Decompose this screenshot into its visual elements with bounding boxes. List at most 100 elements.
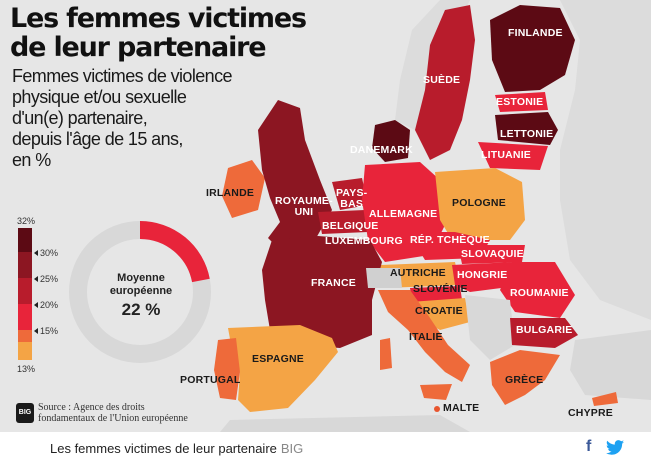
portugal-shape xyxy=(214,338,240,400)
legend-tick-20: 20% xyxy=(40,300,59,310)
sicily-shape xyxy=(420,384,452,400)
label-estonie: ESTONIE xyxy=(496,96,544,108)
france-shape xyxy=(262,236,382,348)
slovakia-shape xyxy=(458,245,525,264)
facebook-icon-glyph: f xyxy=(586,438,592,455)
legend-swatch-4 xyxy=(18,304,32,330)
label-belgique: BELGIQUE xyxy=(322,220,379,232)
label-allemagne: ALLEMAGNE xyxy=(369,208,438,220)
malta-dot xyxy=(434,406,440,412)
label-hongrie: HONGRIE xyxy=(457,269,508,281)
africa-region xyxy=(220,415,470,432)
estonia-shape xyxy=(495,92,548,112)
subtitle-line-3: d'un(e) partenaire, xyxy=(12,108,148,128)
latvia-shape xyxy=(495,112,558,145)
label-france: FRANCE xyxy=(311,277,356,289)
label-pays-bas: PAYS- BAS xyxy=(336,188,367,210)
uk-shape xyxy=(258,100,332,250)
denmark-shape xyxy=(372,120,410,162)
source-line-2: fondamentaux de l'Union européenne xyxy=(38,413,188,424)
label-portugal: PORTUGAL xyxy=(180,374,241,386)
greece-shape xyxy=(490,350,560,405)
label-slovenie: SLOVÉNIE xyxy=(413,283,468,295)
donut-label-line-1: Moyenne xyxy=(117,272,165,284)
label-bulgarie: BULGARIE xyxy=(516,324,573,336)
turkey-region xyxy=(570,330,651,400)
legend-tick-arrow xyxy=(34,302,38,308)
switzerland-region xyxy=(366,268,402,288)
caption-brand: BIG xyxy=(280,441,304,456)
label-lituanie: LITUANIE xyxy=(481,149,532,161)
romania-shape xyxy=(500,262,575,318)
balkans-region xyxy=(465,295,515,360)
ireland-shape xyxy=(222,160,265,218)
label-malte: MALTE xyxy=(443,402,480,414)
label-autriche: AUTRICHE xyxy=(390,267,446,279)
legend-tick-arrow xyxy=(34,250,38,256)
donut-fill xyxy=(69,221,211,363)
label-pologne: POLOGNE xyxy=(452,197,506,209)
caption: Les femmes victimes de leur partenaire BI… xyxy=(50,441,303,456)
label-grece: GRÈCE xyxy=(505,374,544,386)
map-svg xyxy=(69,5,651,432)
label-lettonie: LETTONIE xyxy=(500,128,554,140)
title-line-1: Les femmes victimes xyxy=(10,3,307,34)
label-espagne: ESPAGNE xyxy=(252,353,304,365)
caption-text: Les femmes victimes de leur partenaire xyxy=(50,441,277,456)
cyprus-shape xyxy=(592,392,618,406)
slovenia-shape xyxy=(410,286,462,302)
label-suede: SUÈDE xyxy=(423,74,461,86)
label-italie: ITALIE xyxy=(409,331,443,343)
legend-tick-25: 25% xyxy=(40,274,59,284)
legend-swatch-3 xyxy=(18,278,32,304)
sweden-shape xyxy=(415,5,475,160)
italy-shape xyxy=(378,290,470,382)
donut-center-text: Moyenne européenne 22 % xyxy=(96,272,186,320)
label-pays-bas-line-1: PAYS- xyxy=(336,187,368,199)
source-line-1: Source : Agence des droits xyxy=(38,402,145,413)
legend-tick-30: 30% xyxy=(40,248,59,258)
subtitle: Femmes victimes de violence physique et/… xyxy=(12,66,252,171)
source: Source : Agence des droits fondamentaux … xyxy=(38,402,188,424)
legend-tick-arrow xyxy=(34,328,38,334)
legend-swatch-1 xyxy=(18,228,32,252)
netherlands-shape xyxy=(332,178,368,210)
lithuania-shape xyxy=(478,142,548,170)
twitter-icon[interactable] xyxy=(606,440,624,460)
spain-shape xyxy=(228,325,338,412)
belgium-shape xyxy=(318,210,368,234)
label-slovaquie: SLOVAQUIE xyxy=(461,248,524,260)
legend-swatch-5 xyxy=(18,330,32,360)
facebook-icon[interactable]: f xyxy=(586,438,591,456)
poland-shape xyxy=(435,168,525,240)
legend-swatch-2 xyxy=(18,252,32,278)
label-luxembourg: LUXEMBOURG xyxy=(325,235,403,247)
label-finlande: FINLANDE xyxy=(508,27,563,39)
label-danemark: DANEMARK xyxy=(350,144,413,156)
label-pays-bas-line-2: BAS xyxy=(340,198,364,210)
subtitle-line-5: en % xyxy=(12,150,51,170)
label-rep-tcheque: RÉP. TCHÈQUE xyxy=(410,234,490,246)
donut-label-line-2: européenne xyxy=(109,285,173,297)
croatia-shape xyxy=(410,298,470,330)
finland-shape xyxy=(490,5,575,92)
europe-map: Les femmes victimes de leur partenaire F… xyxy=(0,0,651,432)
legend-max: 32% xyxy=(17,216,36,226)
subtitle-line-4: depuis l'âge de 15 ans, xyxy=(12,129,183,149)
label-croatie: CROATIE xyxy=(415,305,463,317)
label-irlande: IRLANDE xyxy=(206,187,255,199)
big-logo: BIG xyxy=(16,403,34,423)
bulgaria-shape xyxy=(510,318,578,348)
sardinia-shape xyxy=(380,338,392,370)
title-line-2: de leur partenaire xyxy=(10,32,267,63)
label-roumanie: ROUMANIE xyxy=(510,287,569,299)
legend-tick-15: 15% xyxy=(40,326,59,336)
legend-min: 13% xyxy=(17,364,36,374)
subtitle-line-2: physique et/ou sexuelle xyxy=(12,87,187,107)
label-royaume-uni-line-2: UNI xyxy=(294,206,314,218)
subtitle-line-1: Femmes victimes de violence xyxy=(12,66,232,86)
donut-value: 22 % xyxy=(121,300,161,319)
twitter-bird-icon xyxy=(606,440,624,455)
donut-chart xyxy=(69,221,211,363)
legend-tick-arrow xyxy=(34,276,38,282)
